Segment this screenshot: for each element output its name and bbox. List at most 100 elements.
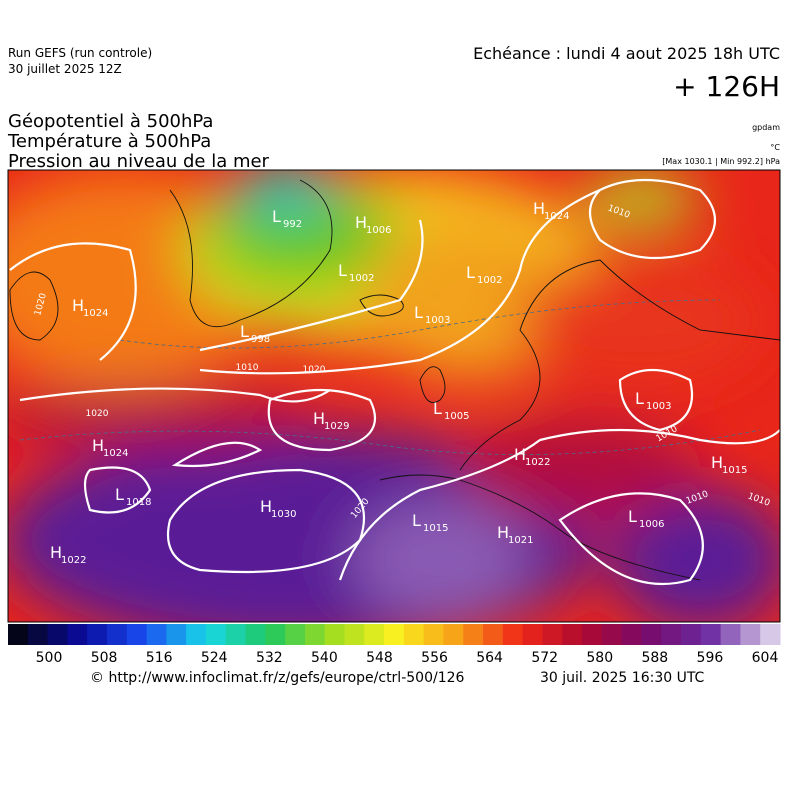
color-swatch — [126, 624, 148, 645]
pressure-center: L 1015 — [412, 511, 448, 534]
center-kind: H — [260, 497, 272, 516]
color-swatch — [403, 624, 425, 645]
color-swatch — [700, 624, 722, 645]
center-value: 1029 — [324, 421, 349, 432]
center-value: 998 — [251, 334, 270, 345]
field-label: Pression au niveau de la mer — [8, 151, 270, 172]
color-swatch — [166, 624, 187, 645]
color-swatch — [681, 624, 702, 645]
field-label: Température à 500hPa — [7, 131, 211, 152]
colorbar-tick-label: 548 — [366, 650, 393, 666]
center-kind: H — [313, 409, 325, 428]
center-value: 1022 — [525, 457, 550, 468]
center-kind: L — [240, 322, 249, 341]
unit-label: gpdam — [752, 123, 780, 132]
color-swatch — [483, 624, 504, 645]
pressure-center: L 1005 — [433, 399, 469, 422]
colorbar-tick-label: 572 — [531, 650, 558, 666]
center-kind: L — [412, 511, 421, 530]
colorbar-tick-label: 516 — [146, 650, 173, 666]
color-swatch — [601, 624, 623, 645]
unit-label: [Max 1030.1 | Min 992.2] hPa — [662, 157, 780, 166]
lead-time: + 126H — [673, 70, 780, 103]
colorbar-tick-label: 564 — [476, 650, 503, 666]
color-swatch — [225, 624, 247, 645]
color-swatch — [621, 624, 642, 645]
color-swatch — [443, 624, 464, 645]
center-kind: L — [272, 207, 281, 226]
color-swatch — [67, 624, 88, 645]
center-value: 1015 — [722, 465, 747, 476]
center-kind: H — [355, 213, 367, 232]
colorbar-tick-label: 604 — [752, 650, 779, 666]
color-swatch — [522, 624, 543, 645]
pressure-center: L 1002 — [466, 263, 502, 286]
colorbar-tick-label: 540 — [311, 650, 338, 666]
color-swatch — [502, 624, 524, 645]
center-kind: H — [514, 445, 526, 464]
isobar-label: 1020 — [303, 365, 326, 375]
center-kind: L — [628, 507, 637, 526]
center-kind: L — [433, 399, 442, 418]
center-kind: H — [497, 523, 509, 542]
center-value: 1006 — [366, 225, 391, 236]
center-value: 1003 — [425, 315, 450, 326]
valid-time: Echéance : lundi 4 aout 2025 18h UTC — [473, 44, 780, 63]
colorbar-tick-label: 532 — [256, 650, 283, 666]
colorbar-tick-label: 556 — [421, 650, 448, 666]
color-swatch — [720, 624, 741, 645]
center-value: 1002 — [349, 273, 374, 284]
colorbar-tick-label: 500 — [36, 650, 63, 666]
center-value: 1022 — [61, 555, 86, 566]
colorbar-tick-label: 580 — [586, 650, 613, 666]
color-swatch — [304, 624, 326, 645]
run-name: Run GEFS (run controle) — [8, 46, 152, 60]
center-value: 1024 — [83, 308, 108, 319]
center-kind: H — [72, 296, 84, 315]
run-date: 30 juillet 2025 12Z — [8, 62, 122, 76]
color-swatch — [47, 624, 68, 645]
field-label: Géopotentiel à 500hPa — [8, 111, 213, 132]
color-swatch — [245, 624, 266, 645]
center-value: 1030 — [271, 509, 296, 520]
color-swatch — [27, 624, 49, 645]
center-value: 1002 — [477, 275, 502, 286]
color-swatch — [324, 624, 346, 645]
center-kind: H — [533, 199, 545, 218]
unit-label: °C — [770, 143, 780, 152]
color-swatch — [87, 624, 108, 645]
isobar-label: 1020 — [86, 409, 109, 419]
pressure-center: L 1018 — [115, 485, 151, 508]
color-swatch — [364, 624, 385, 645]
center-kind: H — [50, 543, 62, 562]
center-kind: L — [635, 389, 644, 408]
center-value: 1024 — [103, 448, 128, 459]
center-kind: L — [338, 261, 347, 280]
center-kind: L — [466, 263, 475, 282]
pressure-center: L 998 — [240, 322, 270, 345]
pressure-center: L 1003 — [414, 303, 450, 326]
center-kind: L — [115, 485, 124, 504]
color-swatch — [641, 624, 662, 645]
color-swatch — [423, 624, 444, 645]
isobar-label: 1010 — [236, 363, 259, 373]
color-swatch — [740, 624, 761, 645]
pressure-center: L 1006 — [628, 507, 664, 530]
color-swatch — [384, 624, 405, 645]
map-frame — [7, 169, 781, 623]
color-swatch — [760, 624, 781, 645]
center-value: 1015 — [423, 523, 448, 534]
colorbar-tick-label: 508 — [91, 650, 118, 666]
color-swatch — [562, 624, 583, 645]
color-swatch — [463, 624, 484, 645]
color-swatch — [106, 624, 128, 645]
colorbar-tick-label: 524 — [201, 650, 228, 666]
